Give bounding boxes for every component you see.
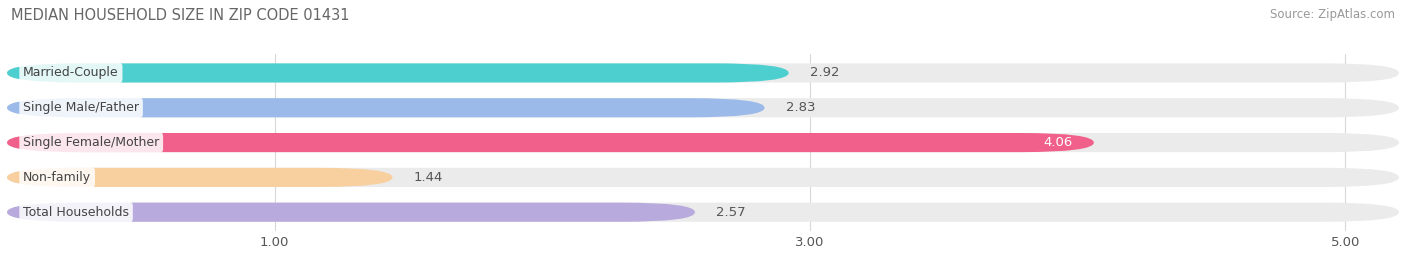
Text: 1.44: 1.44 [413, 171, 443, 184]
FancyBboxPatch shape [7, 203, 695, 222]
FancyBboxPatch shape [7, 133, 1094, 152]
Text: Source: ZipAtlas.com: Source: ZipAtlas.com [1270, 8, 1395, 21]
FancyBboxPatch shape [7, 98, 1399, 117]
Text: MEDIAN HOUSEHOLD SIZE IN ZIP CODE 01431: MEDIAN HOUSEHOLD SIZE IN ZIP CODE 01431 [11, 8, 350, 23]
FancyBboxPatch shape [7, 203, 1399, 222]
Text: Single Male/Father: Single Male/Father [22, 101, 139, 114]
Text: Married-Couple: Married-Couple [22, 66, 118, 79]
FancyBboxPatch shape [7, 98, 765, 117]
FancyBboxPatch shape [7, 63, 789, 83]
FancyBboxPatch shape [7, 168, 1399, 187]
Text: Single Female/Mother: Single Female/Mother [22, 136, 159, 149]
FancyBboxPatch shape [7, 133, 1399, 152]
Text: 2.57: 2.57 [717, 206, 747, 219]
Text: Total Households: Total Households [22, 206, 129, 219]
Text: 2.92: 2.92 [810, 66, 839, 79]
FancyBboxPatch shape [7, 168, 392, 187]
Text: 4.06: 4.06 [1043, 136, 1073, 149]
Text: Non-family: Non-family [22, 171, 91, 184]
FancyBboxPatch shape [7, 63, 1399, 83]
Text: 2.83: 2.83 [786, 101, 815, 114]
